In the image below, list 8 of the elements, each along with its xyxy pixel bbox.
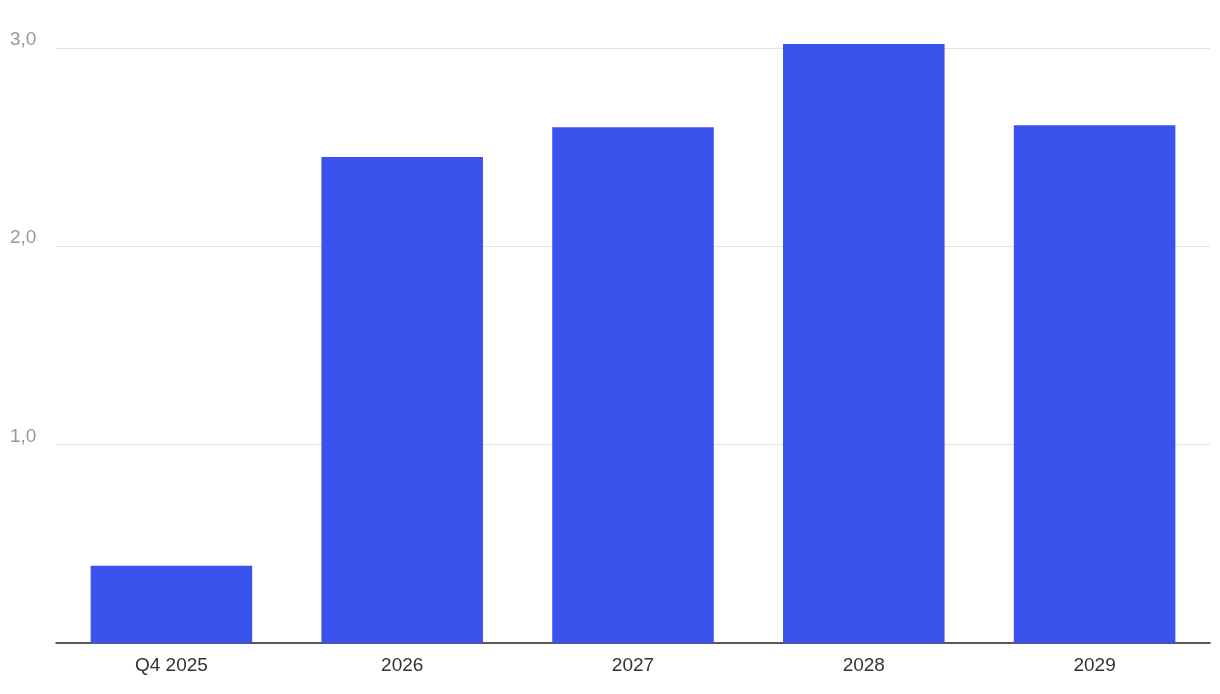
x-tick-label: Q4 2025 <box>134 654 208 675</box>
x-tick-label: 2026 <box>381 654 424 675</box>
y-tick-label: 2,0 <box>10 226 37 248</box>
y-tick-label: 1,0 <box>10 424 37 446</box>
x-tick-label: 2028 <box>842 654 885 675</box>
y-tick-label: 3,0 <box>10 27 37 49</box>
x-tick-label: 2029 <box>1073 654 1116 675</box>
x-tick-label: 2027 <box>611 654 655 675</box>
